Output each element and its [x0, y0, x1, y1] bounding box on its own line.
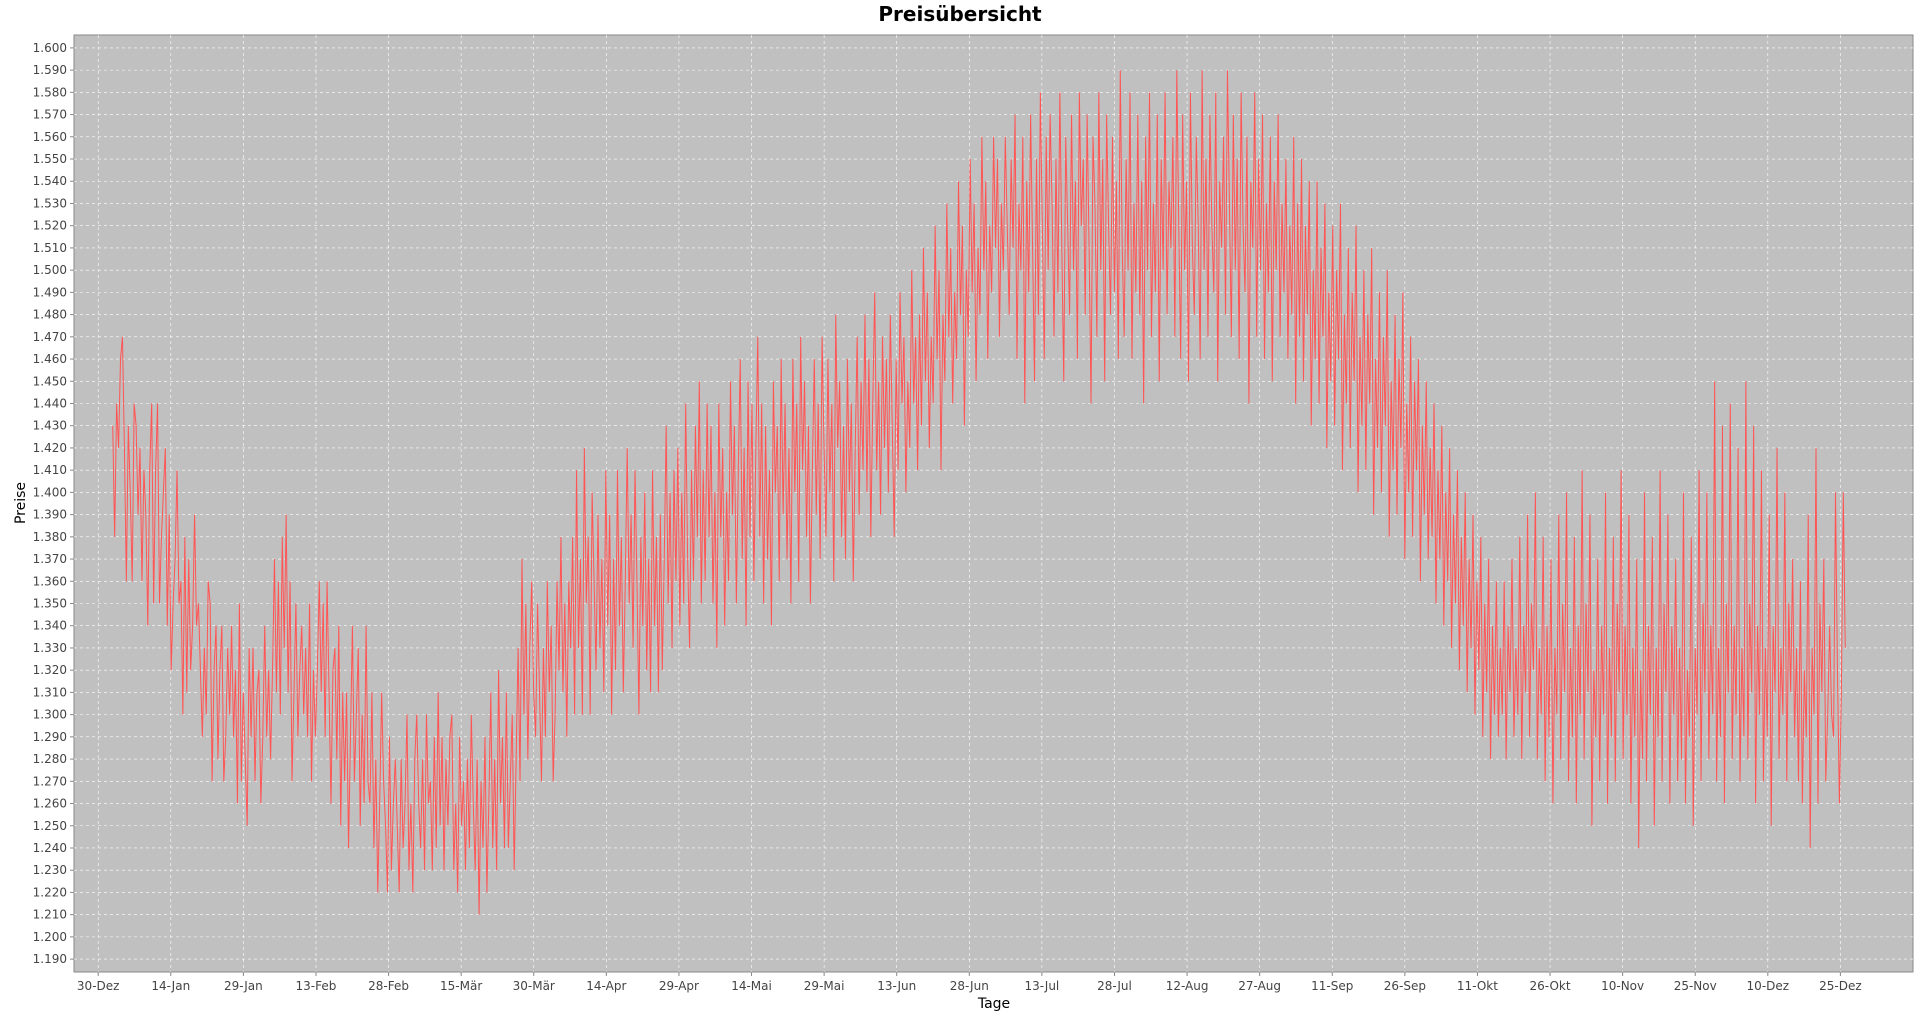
y-tick-label: 1.300	[33, 708, 67, 722]
y-tick-label: 1.440	[33, 396, 67, 410]
y-tick-label: 1.260	[33, 797, 67, 811]
x-tick-label: 13-Jun	[877, 979, 916, 993]
x-tick-label: 14-Mai	[731, 979, 772, 993]
x-axis-title: Tage	[977, 996, 1010, 1012]
y-tick-label: 1.330	[33, 641, 67, 655]
x-axis: 30-Dez 14-Jan 29-Jan 13-Feb 28-Feb 15-Mär 30-M…	[77, 972, 1862, 993]
y-tick-label: 1.230	[33, 863, 67, 877]
x-tick-label: 27-Aug	[1238, 979, 1281, 993]
y-tick-label: 1.310	[33, 685, 67, 699]
y-tick-label: 1.350	[33, 597, 67, 611]
x-tick-label: 25-Nov	[1674, 979, 1717, 993]
y-tick-label: 1.530	[33, 196, 67, 210]
x-tick-label: 29-Apr	[659, 979, 699, 993]
plot-area	[73, 34, 1914, 973]
x-tick-label: 13-Feb	[296, 979, 337, 993]
x-tick-label: 29-Mai	[804, 979, 845, 993]
y-tick-label: 1.600	[33, 41, 67, 55]
y-tick-label: 1.410	[33, 463, 67, 477]
x-tick-label: 11-Okt	[1457, 979, 1498, 993]
y-tick-label: 1.210	[33, 908, 67, 922]
x-tick-label: 26-Okt	[1530, 979, 1571, 993]
y-tick-label: 1.510	[33, 241, 67, 255]
y-axis-title: Preise	[13, 482, 29, 524]
y-tick-label: 1.340	[33, 619, 67, 633]
y-tick-label: 1.270	[33, 774, 67, 788]
x-tick-label: 13-Jul	[1025, 979, 1060, 993]
y-tick-label: 1.450	[33, 374, 67, 388]
y-tick-label: 1.290	[33, 730, 67, 744]
x-tick-label: 10-Nov	[1601, 979, 1644, 993]
x-tick-label: 30-Dez	[77, 979, 120, 993]
x-tick-label: 28-Feb	[368, 979, 409, 993]
y-axis: 1.190 1.200 1.210 1.220 1.230 1.240 1.250 1.260…	[33, 41, 74, 966]
y-tick-label: 1.520	[33, 219, 67, 233]
x-tick-label: 15-Mär	[440, 979, 482, 993]
y-tick-label: 1.540	[33, 174, 67, 188]
y-tick-label: 1.240	[33, 841, 67, 855]
x-tick-label: 14-Apr	[586, 979, 626, 993]
y-tick-label: 1.470	[33, 330, 67, 344]
y-tick-label: 1.220	[33, 885, 67, 899]
y-tick-label: 1.360	[33, 574, 67, 588]
y-tick-label: 1.390	[33, 508, 67, 522]
y-tick-label: 1.420	[33, 441, 67, 455]
x-tick-label: 11-Sep	[1311, 979, 1353, 993]
x-tick-label: 28-Jul	[1097, 979, 1132, 993]
y-tick-label: 1.480	[33, 308, 67, 322]
y-tick-label: 1.400	[33, 485, 67, 499]
x-tick-label: 25-Dez	[1819, 979, 1862, 993]
y-tick-label: 1.500	[33, 263, 67, 277]
y-tick-label: 1.490	[33, 285, 67, 299]
y-tick-label: 1.370	[33, 552, 67, 566]
y-tick-label: 1.380	[33, 530, 67, 544]
x-tick-label: 29-Jan	[224, 979, 263, 993]
y-tick-label: 1.560	[33, 130, 67, 144]
x-tick-label: 12-Aug	[1166, 979, 1209, 993]
series-line-preise	[112, 70, 1846, 915]
y-tick-label: 1.280	[33, 752, 67, 766]
series-layer	[112, 70, 1846, 915]
y-tick-label: 1.460	[33, 352, 67, 366]
x-tick-label: 26-Sep	[1384, 979, 1426, 993]
x-tick-label: 14-Jan	[151, 979, 190, 993]
x-tick-label: 10-Dez	[1747, 979, 1790, 993]
x-tick-label: 30-Mär	[513, 979, 555, 993]
y-tick-label: 1.550	[33, 152, 67, 166]
x-tick-label: 28-Jun	[950, 979, 989, 993]
y-tick-label: 1.590	[33, 63, 67, 77]
y-tick-label: 1.200	[33, 930, 67, 944]
y-tick-label: 1.250	[33, 819, 67, 833]
y-tick-label: 1.190	[33, 952, 67, 966]
y-tick-label: 1.570	[33, 108, 67, 122]
chart-title: Preisübersicht	[878, 2, 1042, 26]
y-tick-label: 1.430	[33, 419, 67, 433]
y-tick-label: 1.320	[33, 663, 67, 677]
y-tick-label: 1.580	[33, 85, 67, 99]
